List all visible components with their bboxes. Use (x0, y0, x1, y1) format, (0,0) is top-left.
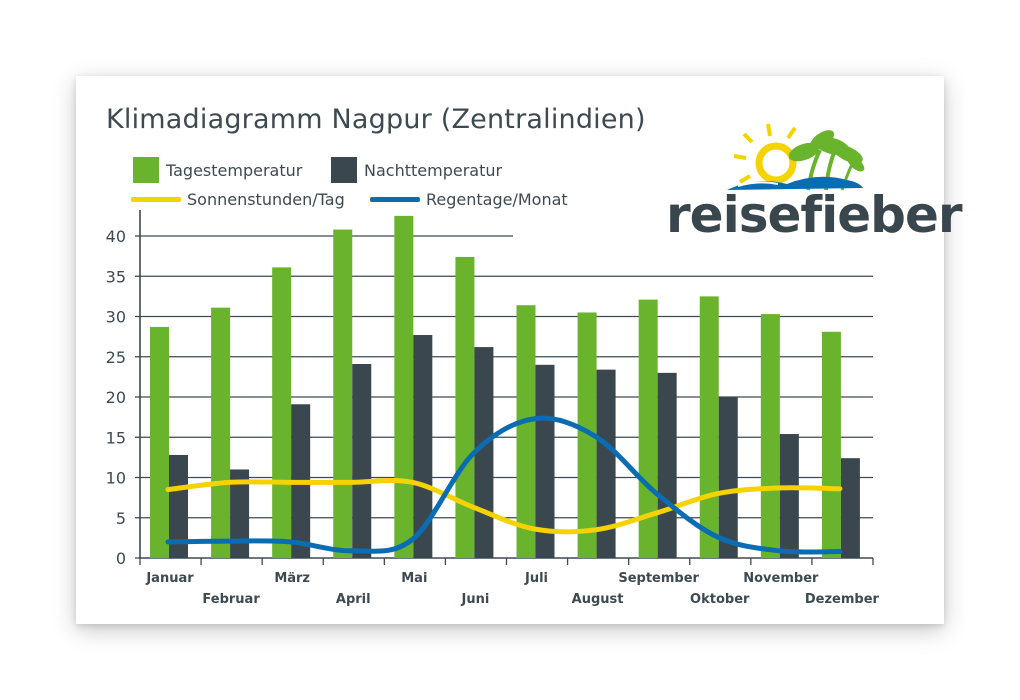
legend-swatch-nachttemperatur (331, 157, 357, 183)
x-tick-label: August (572, 592, 624, 607)
line-regentage (165, 415, 843, 555)
bar-tagestemperatur (455, 256, 475, 558)
x-tick-label: März (274, 571, 310, 586)
bar-nachttemperatur (535, 364, 555, 558)
y-tick-label: 20 (106, 388, 126, 407)
bar-tagestemperatur (333, 229, 353, 558)
y-tick-label: 10 (106, 469, 126, 488)
bar-nachttemperatur (230, 469, 250, 558)
bar-nachttemperatur (657, 372, 677, 558)
bar-tagestemperatur (516, 305, 536, 558)
bar-nachttemperatur (413, 335, 433, 558)
bar-nachttemperatur (474, 347, 494, 558)
bar-tagestemperatur (577, 312, 597, 558)
x-tick-label: Mai (401, 571, 427, 586)
bar-nachttemperatur (718, 397, 738, 558)
bar-nachttemperatur (352, 363, 372, 558)
legend-swatch-sonnenstunden (131, 197, 181, 202)
bar-nachttemperatur (840, 458, 860, 558)
x-tick-label: Februar (202, 592, 260, 607)
y-tick-label: 15 (106, 428, 126, 447)
y-tick-label: 5 (116, 509, 126, 528)
logo-text: reisefieber (666, 186, 963, 244)
legend-label-regentage: Regentage/Monat (426, 190, 568, 209)
bar-tagestemperatur (821, 331, 841, 558)
bar-tagestemperatur (760, 314, 780, 558)
y-tick-label: 30 (106, 308, 126, 327)
x-tick-label: April (336, 592, 371, 607)
y-tick-label: 35 (106, 267, 126, 286)
bar-tagestemperatur (211, 307, 231, 558)
x-tick-label: Oktober (690, 592, 750, 607)
y-tick-label: 40 (106, 227, 126, 246)
bar-tagestemperatur (699, 296, 719, 558)
bar-nachttemperatur (169, 454, 188, 558)
x-tick-label: Juni (461, 592, 490, 607)
x-tick-label: Juli (524, 571, 548, 586)
legend-label-tagestemperatur: Tagestemperatur (166, 161, 303, 180)
bar-tagestemperatur (394, 215, 414, 558)
legend-swatch-regentage (370, 197, 420, 202)
bar-tagestemperatur (272, 267, 292, 558)
legend-swatch-tagestemperatur (133, 157, 159, 183)
x-tick-label: Dezember (805, 592, 880, 607)
bar-nachttemperatur (779, 434, 799, 558)
bar-tagestemperatur (150, 326, 169, 558)
x-tick-label: Januar (145, 571, 194, 586)
y-tick-label: 0 (116, 549, 126, 568)
line-sonnenstunden (165, 478, 843, 535)
legend-label-nachttemperatur: Nachttemperatur (364, 161, 503, 180)
chart-title: Klimadiagramm Nagpur (Zentralindien) (106, 104, 646, 135)
y-tick-label: 25 (106, 348, 126, 367)
bar-nachttemperatur (596, 369, 616, 558)
x-tick-label: November (743, 571, 819, 586)
legend-label-sonnenstunden: Sonnenstunden/Tag (187, 190, 345, 209)
x-tick-label: September (618, 571, 699, 586)
